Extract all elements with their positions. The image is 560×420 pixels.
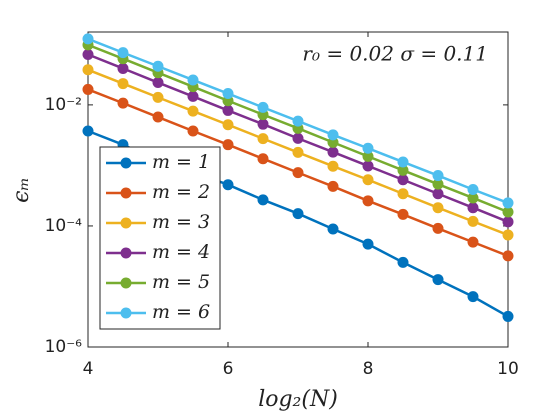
- data-point: [362, 160, 374, 172]
- data-point: [397, 174, 409, 186]
- data-point: [152, 111, 164, 123]
- legend-marker: [120, 277, 132, 289]
- data-point: [152, 60, 164, 72]
- data-point: [467, 192, 479, 204]
- data-point: [117, 78, 129, 90]
- data-point: [222, 88, 234, 100]
- data-point: [117, 62, 129, 74]
- legend-marker: [120, 217, 132, 229]
- x-tick-label: 8: [363, 359, 374, 379]
- data-point: [82, 33, 94, 45]
- legend-label: m = 6: [152, 301, 210, 323]
- data-point: [82, 48, 94, 60]
- data-point: [82, 125, 94, 137]
- y-axis-label: ϵₘ: [9, 177, 34, 203]
- data-point: [327, 136, 339, 148]
- data-point: [257, 153, 269, 165]
- data-point: [502, 310, 514, 322]
- data-point: [502, 216, 514, 228]
- legend-label: m = 3: [152, 211, 210, 233]
- data-point: [397, 156, 409, 168]
- annotation: r₀ = 0.02 σ = 0.11: [302, 42, 488, 66]
- data-point: [502, 206, 514, 218]
- data-point: [397, 164, 409, 176]
- data-point: [432, 188, 444, 200]
- y-tick-label: 10⁻⁶: [45, 337, 83, 357]
- data-point: [362, 238, 374, 250]
- data-point: [117, 97, 129, 109]
- data-point: [292, 208, 304, 220]
- data-point: [432, 178, 444, 190]
- data-point: [432, 222, 444, 234]
- data-point: [187, 74, 199, 86]
- data-point: [502, 229, 514, 241]
- legend-marker: [120, 247, 132, 259]
- data-point: [397, 208, 409, 220]
- legend-label: m = 5: [152, 271, 210, 293]
- data-point: [257, 133, 269, 145]
- data-point: [327, 223, 339, 235]
- data-point: [467, 291, 479, 303]
- data-point: [467, 184, 479, 195]
- data-point: [467, 202, 479, 214]
- legend-label: m = 1: [152, 151, 210, 173]
- data-point: [292, 132, 304, 144]
- legend-label: m = 4: [152, 241, 210, 263]
- legend-box: [99, 146, 221, 330]
- x-axis-label: log₂(N): [258, 387, 338, 412]
- data-point: [467, 236, 479, 248]
- x-tick-label: 4: [83, 359, 94, 379]
- data-point: [502, 197, 514, 209]
- y-tick-label: 10⁻²: [45, 95, 82, 115]
- data-point: [467, 215, 479, 227]
- data-point: [502, 250, 514, 262]
- data-point: [362, 174, 374, 186]
- data-point: [117, 47, 129, 59]
- data-point: [82, 64, 94, 76]
- data-point: [432, 170, 444, 182]
- data-point: [397, 256, 409, 268]
- data-point: [397, 188, 409, 200]
- x-tick-label: 10: [497, 359, 519, 379]
- legend-marker: [120, 157, 132, 169]
- data-point: [187, 105, 199, 117]
- data-point: [292, 115, 304, 127]
- legend-label: m = 2: [152, 181, 210, 203]
- data-point: [152, 91, 164, 103]
- data-point: [327, 146, 339, 158]
- data-point: [187, 90, 199, 102]
- legend-marker: [120, 187, 132, 199]
- data-point: [362, 150, 374, 162]
- data-point: [257, 194, 269, 206]
- data-point: [257, 118, 269, 130]
- data-point: [292, 167, 304, 179]
- data-point: [222, 179, 234, 191]
- data-point: [362, 142, 374, 154]
- legend-marker: [120, 307, 132, 319]
- data-point: [222, 139, 234, 151]
- data-point: [362, 195, 374, 207]
- y-tick-label: 10⁻⁴: [45, 216, 83, 236]
- data-point: [152, 77, 164, 89]
- data-point: [82, 83, 94, 95]
- data-point: [187, 125, 199, 137]
- data-point: [327, 160, 339, 172]
- data-point: [327, 180, 339, 192]
- data-point: [222, 119, 234, 131]
- data-point: [432, 274, 444, 286]
- x-tick-label: 6: [223, 359, 234, 379]
- data-point: [432, 202, 444, 214]
- data-point: [327, 129, 339, 141]
- data-point: [257, 101, 269, 113]
- data-point: [292, 146, 304, 158]
- data-point: [222, 104, 234, 116]
